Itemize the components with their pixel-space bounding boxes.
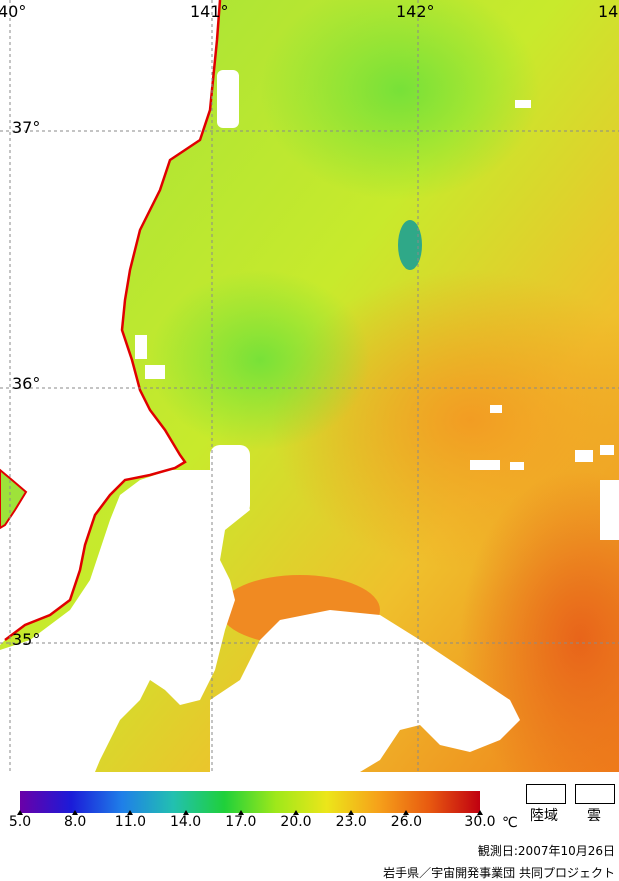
colorbar-tick-label: 30.0	[464, 814, 496, 830]
cool-water-patch	[150, 270, 370, 450]
land-inlet	[217, 70, 239, 128]
lon-label-141: 141°	[190, 2, 229, 21]
lon-label-143: 14	[598, 2, 619, 21]
colorbar	[20, 791, 480, 813]
sst-map	[0, 0, 619, 772]
colorbar-tick-mark	[293, 810, 299, 815]
land-honshu	[0, 0, 220, 645]
colorbar-panel: 5.0 8.0 11.0 14.0 17.0 20.0 23.0 26.0 30.0 ℃ 陸域 …	[0, 772, 619, 881]
coastline-island	[0, 468, 28, 530]
colorbar-tick-label: 14.0	[170, 814, 202, 830]
land-inlet	[210, 445, 250, 515]
colorbar-tick-mark	[72, 810, 79, 815]
colorbar-tick-label: 17.0	[225, 814, 257, 830]
cloud-specks	[135, 100, 619, 540]
lat-label-36: 36°	[12, 374, 41, 393]
colorbar-tick-label: 20.0	[280, 814, 312, 830]
land-legend-swatch	[526, 784, 566, 804]
colorbar-tick-label: 8.0	[64, 814, 87, 830]
colorbar-tick-mark	[237, 810, 244, 815]
cloud-legend-swatch	[575, 784, 615, 804]
lon-label-142: 142°	[396, 2, 435, 21]
unit-label: ℃	[502, 815, 518, 831]
cloud-legend-label: 雲	[587, 808, 601, 824]
credit-text: 岩手県／宇宙開発事業団 共同プロジェクト	[383, 866, 615, 880]
channel-patch	[398, 220, 422, 270]
land-legend-label: 陸域	[530, 808, 558, 824]
lat-label-37: 37°	[12, 118, 41, 137]
land-south	[210, 610, 520, 772]
observation-date: 観測日:2007年10月26日	[477, 844, 615, 858]
graticule	[0, 0, 619, 772]
lat-label-35: 35°	[12, 630, 41, 649]
colorbar-tick-label: 11.0	[114, 814, 146, 830]
colorbar-tick-mark	[17, 810, 23, 815]
colorbar-tick-mark	[182, 810, 189, 815]
coastline	[4, 0, 222, 641]
cool-water-patch	[260, 0, 540, 200]
colorbar-tick-mark	[403, 810, 410, 815]
lon-label-140: 40°	[0, 2, 27, 21]
colorbar-tick-mark	[348, 810, 355, 815]
colorbar-tick-mark	[127, 810, 134, 815]
land-boso	[0, 470, 250, 772]
colorbar-tick-label: 5.0	[8, 814, 32, 830]
colorbar-tick-label: 26.0	[390, 814, 422, 830]
colorbar-tick-mark	[477, 810, 483, 815]
colorbar-tick-label: 23.0	[335, 814, 367, 830]
